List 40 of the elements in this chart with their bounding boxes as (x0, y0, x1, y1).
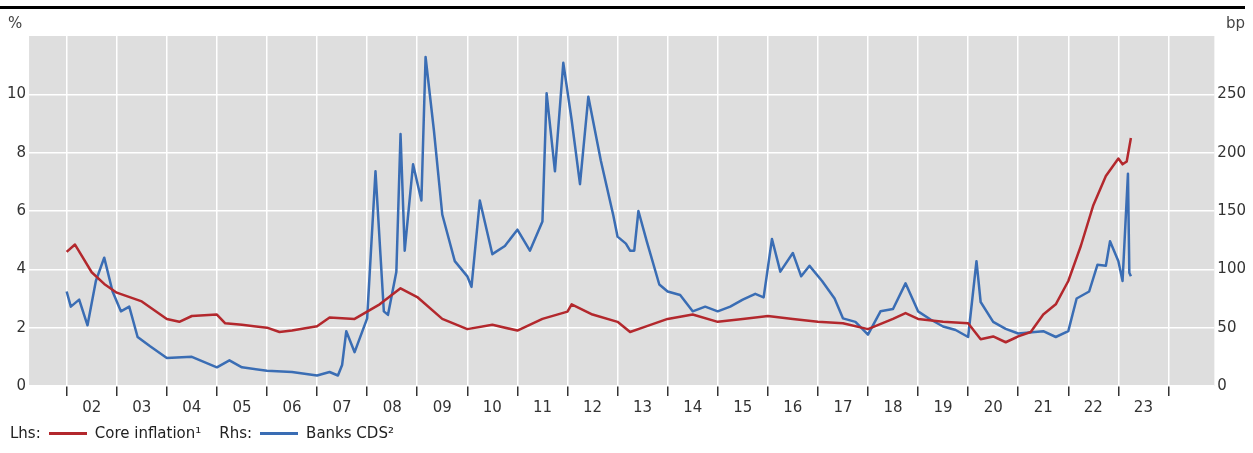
y-tick-label: 8 (16, 142, 27, 161)
y2-tick-label: 50 (1217, 317, 1237, 336)
x-tick-label: 17 (833, 397, 853, 416)
y2-tick-label: 0 (1217, 375, 1227, 394)
x-tick-label: 04 (182, 397, 202, 416)
y2-tick-label: 100 (1217, 259, 1247, 278)
x-tick-label: 22 (1083, 397, 1103, 416)
y-tick-label: 10 (6, 84, 27, 103)
x-tick-label: 05 (232, 397, 252, 416)
legend-label: Core inflation¹ (94, 424, 202, 442)
x-tick-label: 13 (633, 397, 653, 416)
y-tick-label: 2 (16, 317, 27, 336)
y2-tick-label: 250 (1217, 84, 1247, 103)
y-tick-label: 6 (16, 200, 27, 219)
x-tick-label: 08 (382, 397, 402, 416)
y-tick-label: 4 (16, 259, 27, 278)
legend-label: Banks CDS² (306, 424, 394, 442)
x-tick-label: 14 (683, 397, 703, 416)
x-tick-label: 19 (933, 397, 953, 416)
text: Lhs: (10, 424, 41, 442)
x-tick-label: 18 (883, 397, 903, 416)
x-tick-label: 06 (282, 397, 302, 416)
x-tick-label: 09 (432, 397, 452, 416)
y2-tick-label: 150 (1217, 200, 1247, 219)
x-tick-label: 21 (1033, 397, 1053, 416)
x-tick-label: 16 (783, 397, 803, 416)
x-tick-label: 03 (132, 397, 152, 416)
y2-tick-label: 200 (1217, 142, 1247, 161)
x-tick-label: 11 (532, 397, 552, 416)
x-tick-label: 20 (983, 397, 1003, 416)
x-tick-label: 12 (582, 397, 603, 416)
y2-axis-title: bp (1225, 14, 1245, 33)
y-tick-label: 0 (16, 375, 27, 394)
y-axis-title: % (8, 14, 23, 33)
x-tick-label: 23 (1133, 397, 1153, 416)
text: Rhs: (219, 424, 253, 442)
x-tick-label: 02 (82, 397, 102, 416)
x-tick-label: 10 (482, 397, 502, 416)
x-tick-label: 15 (733, 397, 753, 416)
x-tick-label: 07 (332, 397, 352, 416)
